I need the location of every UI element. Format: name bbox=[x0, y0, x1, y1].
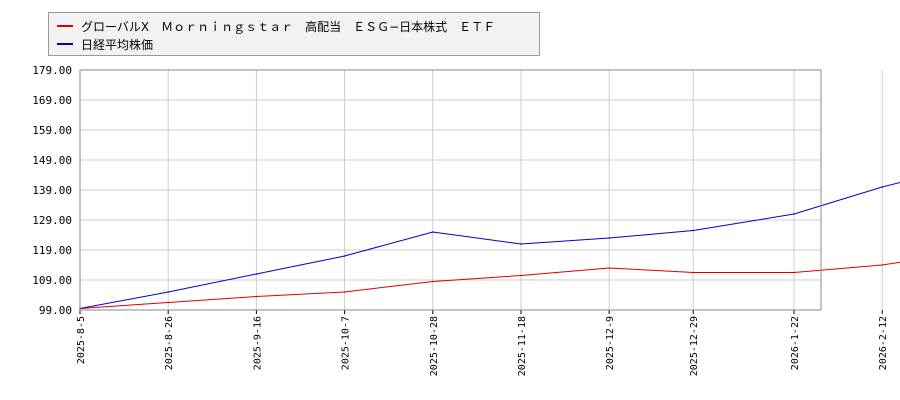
data-point-nikkei bbox=[255, 273, 258, 275]
x-tick-label: 2025-10-7 bbox=[341, 316, 352, 370]
data-point-nikkei bbox=[608, 237, 610, 239]
data-point-etf bbox=[167, 301, 169, 304]
data-point-etf bbox=[793, 271, 795, 274]
y-tick-label: 179.00 bbox=[32, 64, 72, 77]
y-tick-label: 139.00 bbox=[32, 184, 72, 197]
series-line-nikkei bbox=[79, 181, 900, 309]
data-point-nikkei bbox=[881, 186, 883, 188]
y-tick-label: 99.00 bbox=[39, 304, 72, 317]
x-tick-label: 2025-12-29 bbox=[689, 316, 700, 376]
chart-legend: グローバルX Ｍｏｒｎｉｎｇｓｔａｒ 高配当 ＥＳＧ−日本株式 ＥＴＦ 日経平均… bbox=[48, 12, 540, 56]
data-point-etf bbox=[255, 295, 258, 298]
legend-swatch-etf bbox=[57, 25, 73, 27]
x-tick-label: 2026-2-12 bbox=[878, 316, 889, 370]
x-tick-label: 2026-1-22 bbox=[790, 316, 801, 370]
x-tick-label: 2025-8-26 bbox=[164, 316, 175, 370]
x-tick-label: 2025-10-28 bbox=[429, 316, 440, 376]
y-tick-label: 119.00 bbox=[32, 244, 72, 257]
data-point-etf bbox=[608, 267, 610, 269]
legend-label-nikkei: 日経平均株価 bbox=[81, 37, 154, 52]
y-tick-label: 169.00 bbox=[32, 94, 72, 107]
data-point-nikkei bbox=[793, 213, 795, 215]
y-tick-label: 149.00 bbox=[32, 154, 72, 167]
y-tick-label: 109.00 bbox=[32, 274, 72, 287]
series-line-etf bbox=[79, 261, 900, 309]
data-point-nikkei bbox=[692, 229, 694, 232]
data-point-nikkei bbox=[167, 291, 169, 293]
data-point-etf bbox=[692, 271, 694, 274]
data-point-etf bbox=[881, 264, 883, 266]
x-tick-label: 2025-8-5 bbox=[76, 316, 87, 364]
legend-item-etf: グローバルX Ｍｏｒｎｉｎｇｓｔａｒ 高配当 ＥＳＧ−日本株式 ＥＴＦ bbox=[57, 17, 495, 35]
data-point-nikkei bbox=[343, 255, 346, 257]
x-tick-label: 2025-12-9 bbox=[605, 316, 616, 370]
legend-swatch-nikkei bbox=[57, 43, 73, 45]
data-point-nikkei bbox=[520, 243, 522, 245]
data-point-etf bbox=[343, 291, 346, 293]
legend-item-nikkei: 日経平均株価 bbox=[57, 35, 153, 53]
x-tick-label: 2025-9-16 bbox=[252, 316, 263, 370]
legend-label-etf: グローバルX Ｍｏｒｎｉｎｇｓｔａｒ 高配当 ＥＳＧ−日本株式 ＥＴＦ bbox=[81, 19, 496, 34]
data-point-etf bbox=[432, 280, 434, 283]
y-tick-label: 129.00 bbox=[32, 214, 72, 227]
x-tick-label: 2025-11-18 bbox=[517, 316, 528, 376]
data-point-etf bbox=[520, 274, 522, 277]
y-tick-label: 159.00 bbox=[32, 124, 72, 137]
data-point-nikkei bbox=[432, 231, 434, 233]
plot-frame bbox=[79, 69, 822, 311]
